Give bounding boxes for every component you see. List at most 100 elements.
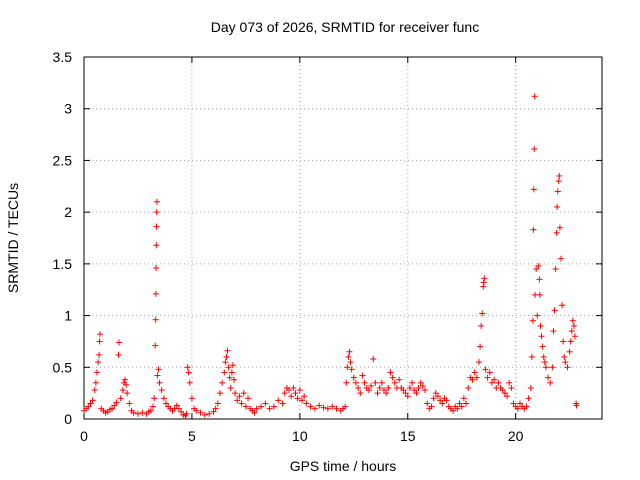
data-point: [222, 359, 229, 366]
y-tick-label: 1: [64, 308, 72, 324]
data-point: [484, 374, 491, 381]
data-point: [186, 379, 193, 386]
y-axis-label: SRMTID / TECUs: [5, 183, 21, 293]
x-tick-label: 5: [188, 428, 196, 444]
data-point: [359, 372, 366, 379]
data-point: [153, 209, 160, 216]
data-point: [344, 364, 351, 371]
plot-frame: [83, 56, 603, 420]
data-point: [536, 276, 543, 283]
data-point: [292, 390, 299, 397]
data-point: [501, 390, 508, 397]
data-point: [556, 172, 563, 179]
data-point: [294, 395, 301, 402]
data-point: [245, 395, 252, 402]
data-point: [92, 379, 99, 386]
data-point: [458, 403, 465, 410]
data-point: [240, 390, 247, 397]
data-point: [266, 405, 273, 412]
x-tick-label: 20: [508, 428, 524, 444]
data-point: [567, 338, 574, 345]
data-point: [396, 376, 403, 383]
data-point: [275, 397, 282, 404]
data-point: [391, 379, 398, 386]
data-point: [534, 312, 541, 319]
data-point: [347, 359, 354, 366]
data-point: [95, 359, 102, 366]
data-point: [504, 393, 511, 400]
data-point: [216, 390, 223, 397]
data-point: [257, 403, 264, 410]
data-point: [173, 402, 180, 409]
data-point: [201, 411, 208, 418]
data-point: [378, 379, 385, 386]
data-point: [570, 322, 577, 329]
data-point: [345, 353, 352, 360]
data-point: [545, 374, 552, 381]
data-point: [568, 328, 575, 335]
data-point: [404, 393, 411, 400]
data-point: [158, 387, 165, 394]
data-point: [413, 390, 420, 397]
data-point: [212, 405, 219, 412]
y-tick-label: 2.5: [53, 152, 73, 168]
data-point: [343, 379, 350, 386]
data-point: [514, 405, 521, 412]
data-point: [342, 403, 349, 410]
data-point: [551, 307, 558, 314]
data-point: [123, 381, 130, 388]
y-tick-label: 0: [64, 411, 72, 427]
data-point: [428, 403, 435, 410]
data-point: [290, 384, 297, 391]
data-point: [536, 291, 543, 298]
data-point: [527, 384, 534, 391]
data-point: [175, 405, 182, 412]
data-point: [406, 384, 413, 391]
data-point: [465, 384, 472, 391]
data-point: [96, 331, 103, 338]
data-point: [460, 395, 467, 402]
data-point: [139, 409, 146, 416]
data-point: [454, 405, 461, 412]
data-point: [234, 397, 241, 404]
data-point: [411, 387, 418, 394]
data-point: [443, 397, 450, 404]
data-point: [153, 242, 160, 249]
data-point: [210, 408, 217, 415]
y-tick-label: 1.5: [53, 256, 73, 272]
data-point: [555, 178, 562, 185]
data-point: [480, 279, 487, 286]
data-point: [419, 382, 426, 389]
data-point: [383, 390, 390, 397]
data-point: [193, 407, 200, 414]
x-axis-label: GPS time / hours: [290, 458, 397, 474]
data-point: [87, 400, 94, 407]
chart-title: Day 073 of 2026, SRMTID for receiver fun…: [211, 19, 479, 35]
x-tick-label: 10: [292, 428, 308, 444]
data-point: [552, 266, 559, 273]
data-point: [324, 405, 331, 412]
data-point: [540, 353, 547, 360]
data-point: [402, 390, 409, 397]
data-point: [346, 348, 353, 355]
data-point: [301, 393, 308, 400]
data-point: [152, 342, 159, 349]
data-point: [473, 374, 480, 381]
data-point: [113, 399, 120, 406]
data-point: [482, 366, 489, 373]
y-tick-label: 3.5: [53, 49, 73, 65]
data-point: [134, 410, 141, 417]
data-point: [355, 384, 362, 391]
data-point: [119, 387, 126, 394]
data-point: [296, 387, 303, 394]
data-point: [430, 395, 437, 402]
data-point: [557, 255, 564, 262]
data-point: [238, 400, 245, 407]
data-point: [206, 410, 213, 417]
data-point: [486, 369, 493, 376]
data-point: [549, 364, 556, 371]
data-point: [469, 376, 476, 383]
data-point: [538, 333, 545, 340]
data-point: [523, 403, 530, 410]
data-point: [528, 353, 535, 360]
